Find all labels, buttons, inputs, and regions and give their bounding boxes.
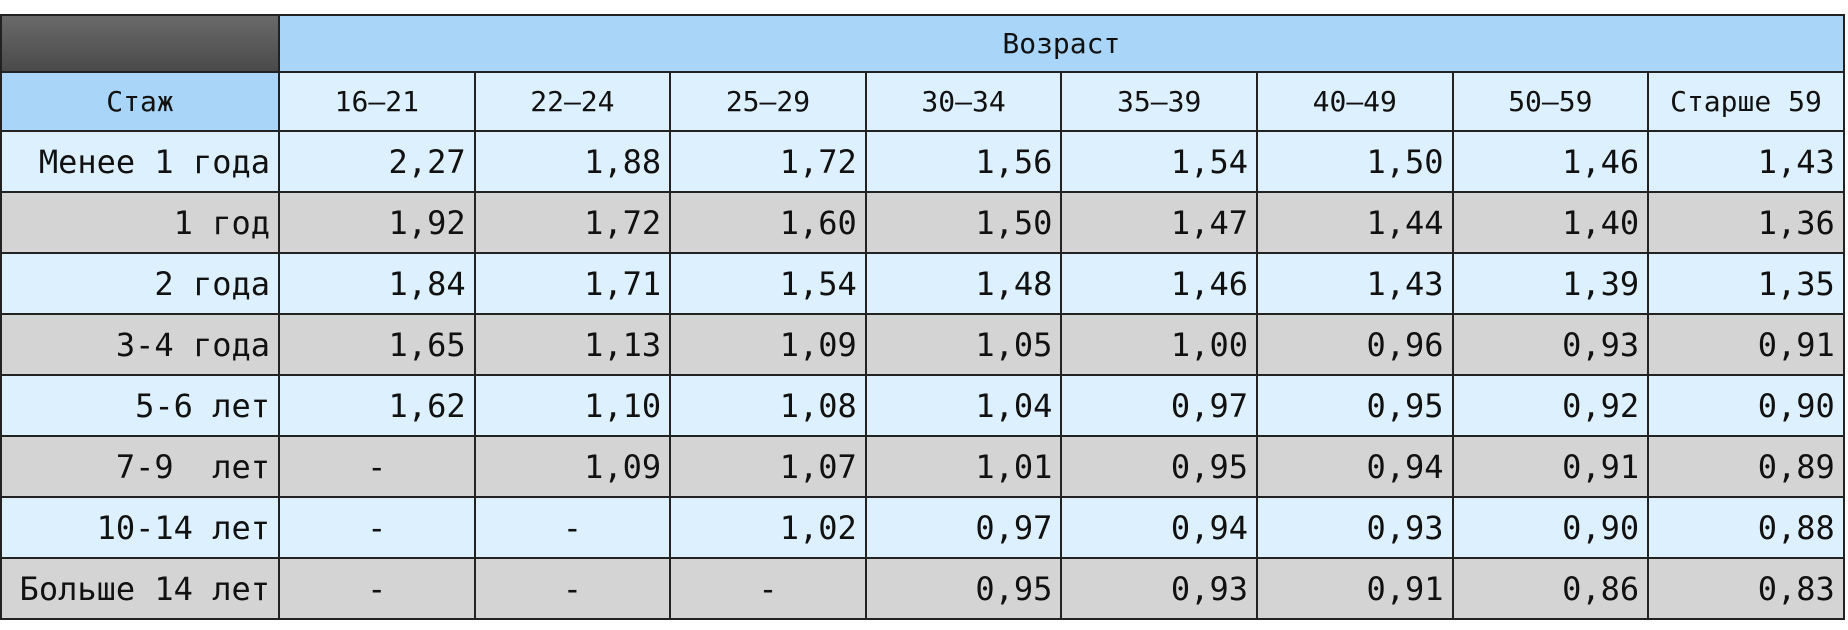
value-cell: 0,93 (1451, 313, 1650, 376)
data-row: 7-9 лет -1,09 1,07 1,01 0,95 0,94 0,91 0,89 (0, 435, 1845, 498)
value-cell: 1,40 (1451, 191, 1650, 254)
value-cell: 1,62 (278, 374, 476, 437)
data-row: 2 года 1,84 1,71 1,54 1,48 1,46 1,43 1,39 1,35 (0, 252, 1845, 315)
column-header-row: Стаж 16–21 22–24 25–29 30–34 35–39 40–49 50–59… (0, 71, 1845, 132)
row-label: 7-9 лет (0, 435, 280, 498)
row-label: 2 года (0, 252, 280, 315)
column-header: Старше 59 (1647, 71, 1845, 132)
row-label: Больше 14 лет (0, 557, 280, 620)
value-cell: 0,94 (1060, 496, 1258, 559)
value-cell: 1,04 (864, 374, 1063, 437)
value-cell: 1,05 (864, 313, 1063, 376)
value-cell: 0,97 (864, 496, 1063, 559)
value-cell: - (278, 557, 476, 620)
column-header: 25–29 (669, 71, 867, 132)
value-cell: 0,91 (1451, 435, 1650, 498)
row-label: 10-14 лет (0, 496, 280, 559)
value-cell: 0,94 (1255, 435, 1454, 498)
value-cell: 0,90 (1647, 374, 1845, 437)
value-cell: 1,88 (473, 130, 672, 193)
row-label: Менее 1 года (0, 130, 280, 193)
data-row: 5-6 лет 1,62 1,10 1,08 1,04 0,97 0,95 0,92 0,90 (0, 374, 1845, 437)
value-cell: 1,56 (864, 130, 1063, 193)
row-label: 3-4 года (0, 313, 280, 376)
column-header: 35–39 (1060, 71, 1258, 132)
value-cell: 1,84 (278, 252, 476, 315)
value-cell: 0,83 (1647, 557, 1845, 620)
table-wrap: Возраст Стаж 16–21 22–24 25–29 30–34 35–39 40… (0, 14, 1845, 620)
column-header: 50–59 (1451, 71, 1650, 132)
coefficient-table: Возраст Стаж 16–21 22–24 25–29 30–34 35–39 40… (0, 14, 1845, 620)
value-cell: 1,46 (1451, 130, 1650, 193)
value-cell: 1,60 (669, 191, 867, 254)
value-cell: 1,00 (1060, 313, 1258, 376)
value-cell: - (473, 557, 672, 620)
value-cell: 1,46 (1060, 252, 1258, 315)
value-cell: 1,01 (864, 435, 1063, 498)
value-cell: 0,95 (1255, 374, 1454, 437)
value-cell: 1,72 (669, 130, 867, 193)
value-cell: 1,44 (1255, 191, 1454, 254)
column-header: 30–34 (864, 71, 1063, 132)
value-cell: 1,08 (669, 374, 867, 437)
value-cell: 1,71 (473, 252, 672, 315)
value-cell: 1,13 (473, 313, 672, 376)
value-cell: 0,92 (1451, 374, 1650, 437)
value-cell: 0,86 (1451, 557, 1650, 620)
column-header: 22–24 (473, 71, 672, 132)
value-cell: 1,35 (1647, 252, 1845, 315)
value-cell: 0,91 (1255, 557, 1454, 620)
value-cell: 1,43 (1647, 130, 1845, 193)
value-cell: 0,91 (1647, 313, 1845, 376)
value-cell: - (278, 496, 476, 559)
value-cell: 1,48 (864, 252, 1063, 315)
row-header: Стаж (0, 71, 280, 132)
value-cell: 1,36 (1647, 191, 1845, 254)
value-cell: 1,09 (473, 435, 672, 498)
corner-cell (0, 14, 280, 73)
value-cell: 1,54 (669, 252, 867, 315)
value-cell: 1,02 (669, 496, 867, 559)
value-cell: - (669, 557, 867, 620)
row-label: 5-6 лет (0, 374, 280, 437)
group-header-row: Возраст (0, 14, 1845, 73)
value-cell: 0,93 (1255, 496, 1454, 559)
value-cell: 1,50 (1255, 130, 1454, 193)
column-header: 16–21 (278, 71, 476, 132)
value-cell: 0,95 (864, 557, 1063, 620)
value-cell: 0,97 (1060, 374, 1258, 437)
value-cell: 0,96 (1255, 313, 1454, 376)
value-cell: 1,39 (1451, 252, 1650, 315)
column-header: 40–49 (1255, 71, 1454, 132)
value-cell: 1,72 (473, 191, 672, 254)
value-cell: 0,90 (1451, 496, 1650, 559)
value-cell: 2,27 (278, 130, 476, 193)
value-cell: 1,65 (278, 313, 476, 376)
value-cell: - (278, 435, 476, 498)
value-cell: 1,07 (669, 435, 867, 498)
value-cell: 1,54 (1060, 130, 1258, 193)
data-row: 1 год 1,92 1,72 1,60 1,50 1,47 1,44 1,40 1,36 (0, 191, 1845, 254)
value-cell: 0,88 (1647, 496, 1845, 559)
group-header: Возраст (278, 14, 1845, 73)
value-cell: 0,93 (1060, 557, 1258, 620)
value-cell: 1,50 (864, 191, 1063, 254)
value-cell: 0,95 (1060, 435, 1258, 498)
value-cell: 0,89 (1647, 435, 1845, 498)
data-row: 10-14 лет - -1,02 0,97 0,94 0,93 0,90 0,88 (0, 496, 1845, 559)
row-label: 1 год (0, 191, 280, 254)
value-cell: 1,43 (1255, 252, 1454, 315)
value-cell: 1,47 (1060, 191, 1258, 254)
value-cell: 1,10 (473, 374, 672, 437)
value-cell: 1,09 (669, 313, 867, 376)
data-row: 3-4 года 1,65 1,13 1,09 1,05 1,00 0,96 0,93 0,91 (0, 313, 1845, 376)
data-row: Менее 1 года 2,27 1,88 1,72 1,56 1,54 1,50 1,46… (0, 130, 1845, 193)
value-cell: 1,92 (278, 191, 476, 254)
data-row: Больше 14 лет - - -0,95 0,93 0,91 0,86 0,83 (0, 557, 1845, 620)
value-cell: - (473, 496, 672, 559)
